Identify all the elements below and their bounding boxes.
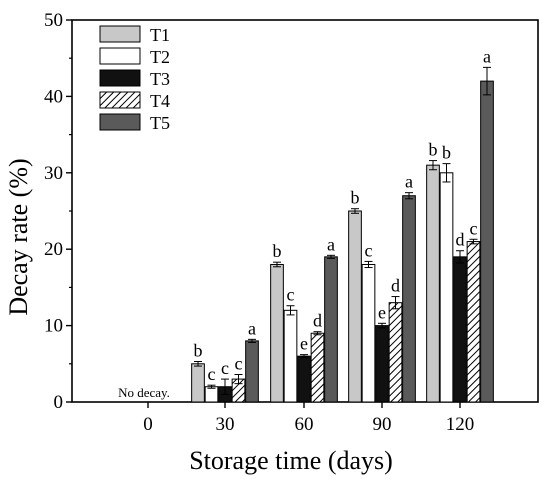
significance-label: d [456, 230, 465, 250]
legend-label-t2: T2 [150, 47, 170, 67]
significance-label: c [470, 218, 478, 238]
y-tick-label: 50 [44, 10, 63, 31]
bar-t2 [361, 263, 376, 403]
y-tick-label: 0 [54, 392, 64, 413]
bar-t5 [245, 340, 259, 403]
bar-t5 [480, 80, 494, 403]
y-tick-label: 20 [44, 239, 63, 260]
significance-label: c [221, 358, 229, 378]
bar-t3 [375, 325, 389, 403]
legend-label-t4: T4 [150, 91, 170, 111]
significance-label: a [327, 234, 335, 254]
x-tick-label: 120 [446, 414, 475, 435]
legend-swatch-t3 [99, 69, 141, 87]
x-axis-title: Storage time (days) [189, 446, 393, 475]
significance-label: d [391, 276, 400, 296]
significance-label: b [429, 140, 438, 160]
legend-swatch-t5 [99, 113, 141, 131]
significance-label: b [351, 188, 360, 208]
bar-t2 [439, 172, 454, 403]
legend-swatch-t1 [99, 25, 141, 43]
y-tick-label: 40 [44, 86, 63, 107]
x-tick-label: 90 [373, 414, 392, 435]
significance-label: a [483, 46, 491, 66]
legend-swatch-t4 [99, 91, 141, 109]
significance-label: a [405, 172, 413, 192]
bar-t4 [466, 241, 481, 403]
y-tick-label: 10 [44, 316, 63, 337]
bar-t1 [348, 210, 362, 403]
significance-label: c [287, 285, 295, 305]
bar-t1 [270, 263, 284, 403]
bar-t2 [204, 386, 219, 403]
bar-t1 [191, 363, 205, 403]
x-tick-label: 0 [143, 414, 153, 435]
x-tick-label: 30 [216, 414, 235, 435]
bar-t3 [453, 256, 467, 403]
annotation-no-decay: No decay. [118, 385, 170, 400]
bar-t1 [426, 164, 440, 403]
significance-label: e [300, 334, 308, 354]
significance-label: a [248, 318, 256, 338]
significance-label: e [378, 302, 386, 322]
bar-t2 [283, 309, 298, 403]
bar-t4 [388, 302, 403, 403]
y-axis-title: Decay rate (%) [4, 158, 33, 315]
x-tick-label: 60 [295, 414, 314, 435]
bar-t4 [310, 332, 325, 403]
significance-label: b [442, 143, 451, 163]
legend-label-t1: T1 [150, 25, 170, 45]
bar-t3 [297, 355, 311, 403]
significance-label: c [365, 240, 373, 260]
bar-t5 [402, 195, 416, 403]
legend-label-t3: T3 [150, 69, 170, 89]
legend-swatch-t2 [99, 47, 141, 65]
bar-t5 [324, 256, 338, 403]
significance-label: c [208, 364, 216, 384]
significance-label: b [194, 341, 203, 361]
significance-label: d [313, 311, 322, 331]
significance-label: c [235, 353, 243, 373]
significance-label: b [273, 241, 282, 261]
legend-label-t5: T5 [150, 113, 170, 133]
y-tick-label: 30 [44, 163, 63, 184]
